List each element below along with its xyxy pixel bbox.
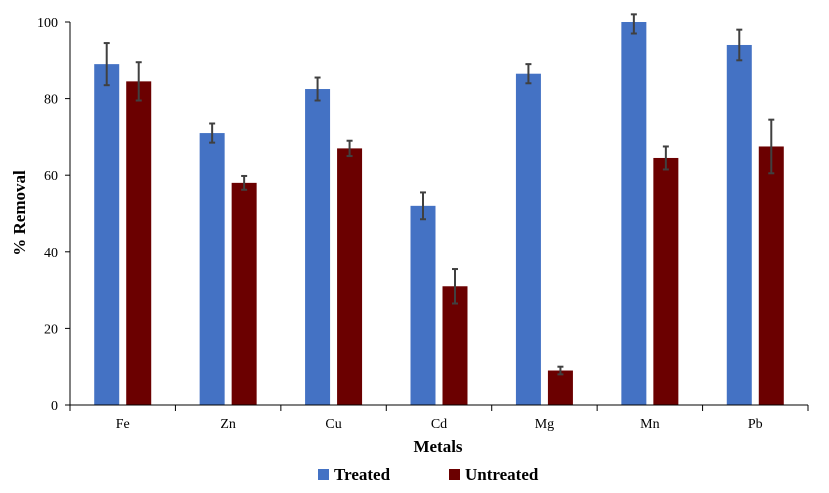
bars-group	[94, 22, 784, 406]
x-tick-label: Fe	[116, 417, 130, 432]
error-bars-group	[103, 13, 775, 376]
error-bar	[630, 13, 637, 35]
legend-item-untreated: Untreated	[449, 465, 539, 484]
error-bar	[103, 42, 110, 87]
x-tick-label: Cu	[325, 417, 341, 432]
bar-treated-mn	[621, 22, 647, 405]
error-bar	[557, 365, 564, 376]
x-tick-label: Mn	[640, 417, 659, 432]
bar-treated-cu	[305, 89, 331, 406]
x-tick-label: Mg	[535, 417, 554, 432]
x-axis-ticks: Fe Zn Cu Cd Mg Mn Pb	[69, 405, 809, 432]
bar-treated-mg	[515, 73, 541, 405]
legend-swatch	[449, 469, 460, 480]
error-bar	[420, 191, 426, 221]
error-bar	[662, 145, 669, 171]
y-tick-label: 100	[37, 16, 58, 31]
legend: Treated Untreated	[318, 465, 539, 484]
legend-item-treated: Treated	[318, 465, 391, 484]
bar-treated-cd	[410, 205, 436, 405]
x-tick-label: Pb	[748, 417, 763, 432]
error-bar	[525, 63, 532, 85]
legend-label: Treated	[334, 465, 391, 484]
bar-untreated-fe	[126, 81, 152, 406]
y-tick-label: 40	[44, 246, 58, 261]
error-bar	[346, 139, 353, 158]
error-bar	[768, 118, 775, 175]
legend-label: Untreated	[465, 465, 539, 484]
x-tick-label: Zn	[220, 417, 236, 432]
bar-untreated-pb	[758, 146, 784, 405]
legend-swatch	[318, 469, 329, 480]
y-tick-label: 20	[44, 322, 58, 337]
y-tick-label: 0	[51, 399, 58, 414]
bar-untreated-zn	[231, 182, 257, 405]
error-bar	[135, 61, 142, 102]
bar-untreated-cu	[337, 148, 363, 405]
axes-group	[69, 22, 808, 406]
bar-treated-fe	[94, 64, 120, 405]
x-tick-label: Cd	[431, 417, 447, 432]
bar-untreated-mg	[547, 370, 573, 405]
y-tick-label: 60	[44, 169, 58, 184]
y-tick-label: 80	[44, 93, 58, 108]
error-bar	[209, 122, 216, 144]
bar-untreated-cd	[442, 286, 468, 405]
bar-untreated-mn	[653, 157, 679, 405]
y-axis-ticks: 0 20 40 60 80 100	[37, 16, 70, 414]
error-bar	[736, 28, 743, 62]
error-bar	[314, 76, 321, 102]
bar-treated-pb	[726, 44, 752, 405]
error-bar	[241, 174, 248, 191]
bar-treated-zn	[199, 133, 225, 405]
error-bar	[452, 268, 458, 305]
y-axis-title: % Removal	[10, 170, 29, 256]
x-axis-title: Metals	[413, 437, 462, 456]
